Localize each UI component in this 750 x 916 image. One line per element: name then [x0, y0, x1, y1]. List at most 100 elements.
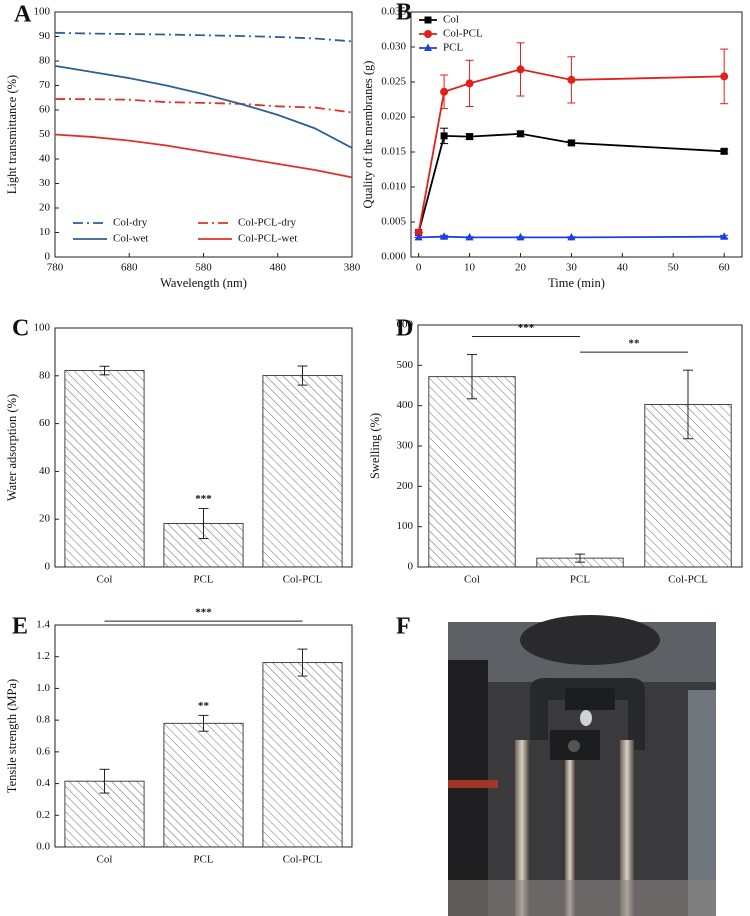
- x-tick-label: 580: [195, 262, 212, 274]
- y-tick-label: 300: [397, 440, 414, 452]
- bar: [262, 662, 343, 848]
- legend-label: Col-PCL-dry: [238, 217, 297, 229]
- series-line: [418, 235, 725, 239]
- error-bar: [99, 365, 110, 376]
- series-line: [417, 68, 725, 233]
- y-tick-label: 20: [39, 202, 51, 214]
- x-axis-label: Time (min): [548, 276, 605, 290]
- plot-frame: [54, 11, 353, 258]
- bar: [163, 722, 244, 848]
- y-tick-label: 0.025: [381, 76, 406, 88]
- marker: [567, 232, 576, 241]
- marker: [414, 232, 423, 241]
- x-tick-label: 50: [668, 262, 680, 274]
- legend-marker: [424, 16, 432, 24]
- x-tick-label: 10: [464, 262, 476, 274]
- error-bar: [99, 768, 110, 794]
- x-tick-label: Col: [97, 854, 113, 866]
- series-line: [54, 133, 353, 179]
- error-bar: [198, 507, 209, 540]
- y-tick-label: 0.6: [36, 745, 50, 757]
- x-tick-label: PCL: [193, 854, 213, 866]
- marker: [720, 72, 729, 81]
- marker: [414, 228, 423, 237]
- y-tick-label: 0.4: [36, 777, 50, 789]
- y-tick-label: 1.0: [36, 682, 50, 694]
- y-tick-label: 0.010: [381, 181, 406, 193]
- panel-label: E: [12, 614, 28, 640]
- y-axis-label: Water adsorption (%): [5, 394, 19, 501]
- x-tick-label: 680: [121, 262, 138, 274]
- marker: [516, 232, 525, 241]
- legend-label: Col-dry: [113, 217, 148, 229]
- y-tick-label: 200: [397, 480, 414, 492]
- y-tick-label: 0.000: [381, 251, 406, 263]
- significance: **: [198, 700, 210, 712]
- y-axis-label: Light transmittance (%): [5, 75, 19, 194]
- x-tick-label: 20: [515, 262, 527, 274]
- x-tick-label: 30: [566, 262, 578, 274]
- y-tick-label: 0.005: [381, 216, 406, 228]
- y-axis-label: Quality of the membranes (g): [361, 61, 375, 209]
- panel-label: C: [12, 316, 29, 342]
- y-tick-label: 0.8: [36, 714, 50, 726]
- y-tick-label: 70: [39, 79, 51, 91]
- x-tick-label: 780: [47, 262, 64, 274]
- panel-label: F: [396, 614, 411, 640]
- x-tick-label: 40: [617, 262, 629, 274]
- y-tick-label: 0: [45, 561, 51, 573]
- series-line: [54, 31, 353, 43]
- marker: [720, 232, 729, 240]
- y-tick-label: 100: [34, 322, 51, 334]
- marker: [440, 232, 449, 240]
- y-tick-label: 90: [39, 30, 51, 42]
- error-bar: [297, 365, 308, 386]
- y-tick-label: 30: [39, 177, 51, 189]
- significance: ***: [195, 493, 212, 505]
- x-tick-label: 60: [719, 262, 731, 274]
- y-tick-label: 60: [39, 417, 51, 429]
- legend-marker: [424, 30, 432, 38]
- y-tick-label: 20: [39, 513, 51, 525]
- x-tick-label: 480: [270, 262, 287, 274]
- marker: [516, 130, 524, 138]
- error-bar: [297, 648, 308, 677]
- error-bar: [467, 353, 477, 400]
- y-tick-label: 0: [408, 561, 414, 573]
- x-tick-label: 380: [344, 262, 361, 274]
- marker: [440, 132, 448, 140]
- y-tick-label: 40: [39, 153, 51, 165]
- y-tick-label: 10: [39, 226, 51, 238]
- series-line: [417, 132, 725, 233]
- bar: [64, 370, 145, 568]
- y-tick-label: 50: [39, 128, 51, 140]
- bar: [428, 376, 516, 568]
- legend-label: PCL: [443, 42, 463, 54]
- panel-label: B: [396, 0, 412, 26]
- y-tick-label: 1.2: [36, 650, 50, 662]
- x-tick-label: PCL: [570, 574, 590, 586]
- x-tick-label: Col-PCL: [283, 574, 323, 586]
- marker: [466, 133, 474, 141]
- y-tick-label: 600: [397, 319, 414, 331]
- x-axis-label: Wavelength (nm): [160, 276, 247, 290]
- x-tick-label: PCL: [193, 574, 213, 586]
- marker: [465, 232, 474, 241]
- y-axis-label: Tensile strength (MPa): [5, 679, 19, 793]
- marker: [516, 65, 525, 74]
- significance: ***: [195, 607, 212, 619]
- marker: [440, 87, 449, 96]
- marker: [720, 147, 728, 155]
- y-axis-label: Swelling (%): [368, 413, 382, 479]
- x-tick-label: Col: [464, 574, 480, 586]
- y-tick-label: 0.020: [381, 111, 406, 123]
- marker: [567, 139, 575, 147]
- y-tick-label: 0.035: [381, 6, 406, 18]
- legend-marker: [424, 43, 432, 51]
- y-tick-label: 100: [397, 520, 414, 532]
- panel-label: A: [14, 2, 32, 28]
- photo: [448, 615, 716, 916]
- y-tick-label: 80: [39, 369, 51, 381]
- legend-label: Col-PCL-wet: [238, 233, 297, 245]
